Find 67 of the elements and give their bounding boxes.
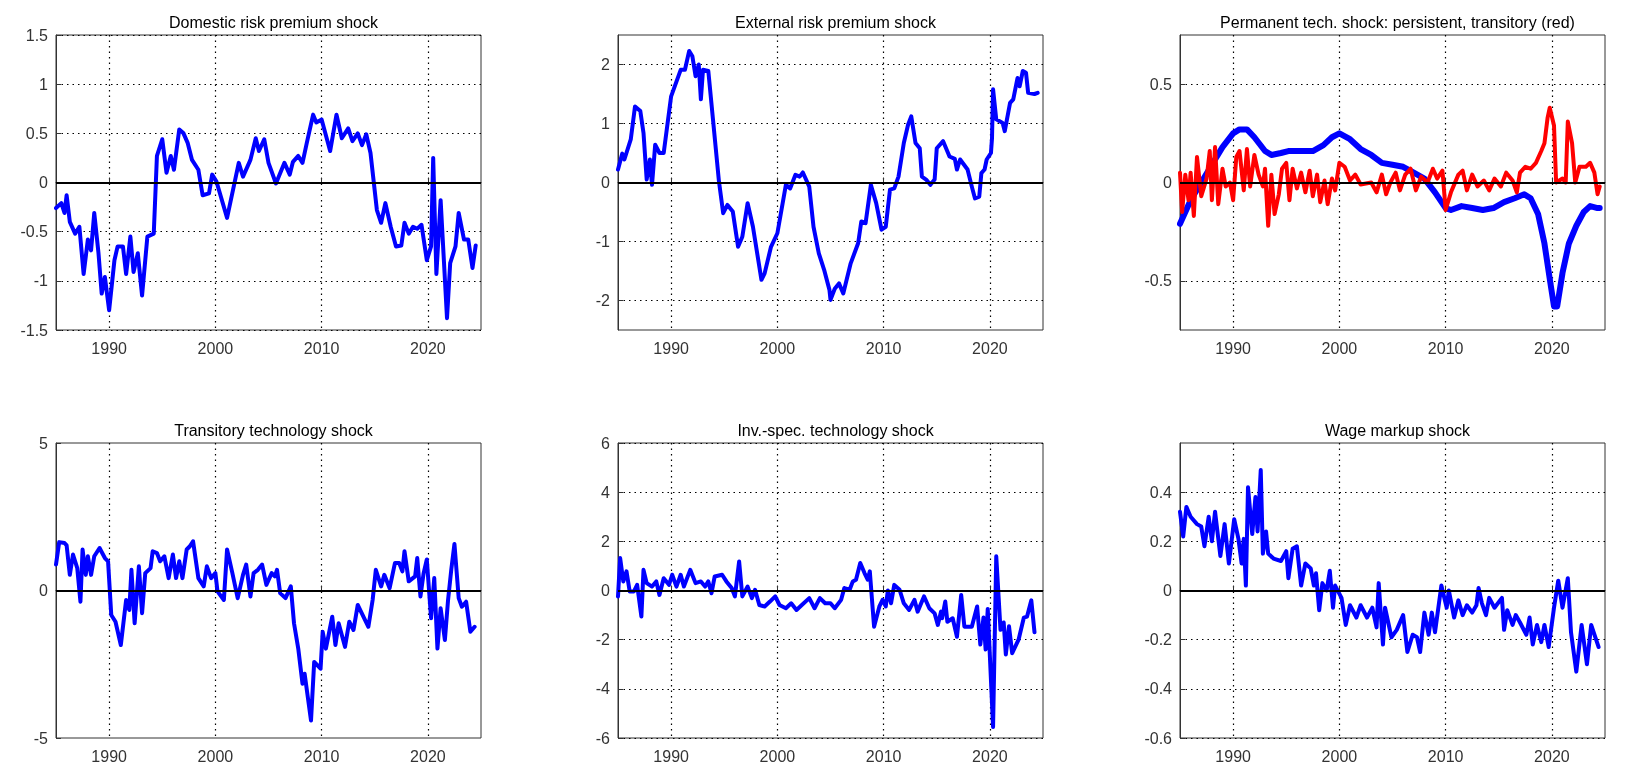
y-tick-label: 4 [601,483,611,501]
x-tick-label: 2000 [759,747,796,765]
x-tick-label: 2010 [865,747,902,765]
x-tick-label: 2020 [410,339,446,357]
line-series [54,539,477,723]
line-series [1178,468,1601,674]
y-tick-label: 0.5 [1149,75,1173,93]
x-tick-label: 2010 [865,339,902,357]
x-tick-label: 2010 [303,339,340,357]
y-tick-label: 0 [1163,582,1173,599]
y-tick-label: -0.5 [20,223,49,241]
y-tick-label: -4 [595,680,611,698]
y-tick-label: 2 [601,56,611,73]
x-tick-label: 2000 [197,339,234,357]
x-tick-label: 2020 [972,747,1008,765]
y-tick-label: 1.5 [25,26,49,44]
y-tick-label: -0.4 [1144,680,1173,698]
x-tick-label: 2000 [1321,339,1358,357]
y-tick-label: -1 [33,272,49,290]
line-series [616,554,1037,729]
line-series [616,48,1040,302]
chart-title: Inv.-spec. technology shock [737,421,935,439]
y-tick-label: -1.5 [20,321,49,339]
x-tick-label: 1990 [1215,747,1252,765]
x-tick-label: 1990 [91,747,128,765]
x-tick-label: 2020 [1534,339,1570,357]
line-series [1178,105,1602,228]
y-tick-label: -6 [595,729,611,747]
y-tick-label: -5 [33,729,49,747]
x-tick-label: 2020 [410,747,446,765]
x-tick-label: 2010 [1427,339,1464,357]
x-tick-label: 2020 [972,339,1008,357]
chart-title: Transitory technology shock [174,421,374,439]
y-tick-label: -1 [595,233,611,250]
y-tick-label: 1 [39,75,49,93]
y-tick-label: -0.5 [1144,272,1173,290]
x-tick-label: 2010 [303,747,340,765]
x-tick-label: 1990 [1215,339,1252,357]
x-tick-label: 2020 [1534,747,1570,765]
line-series [54,112,478,321]
y-tick-label: 0 [39,582,49,599]
chart-title: Permanent tech. shock: persistent, transitory (red) [1220,13,1575,31]
chart-title: Wage markup shock [1324,421,1472,439]
y-tick-label: -2 [595,631,611,649]
y-tick-label: 0 [601,174,611,191]
y-tick-label: 1 [601,115,611,132]
x-tick-label: 2010 [1427,747,1464,765]
x-tick-label: 1990 [653,339,690,357]
y-tick-label: 0.5 [25,124,49,142]
y-tick-label: 0.4 [1149,483,1173,501]
x-tick-label: 2000 [197,747,234,765]
chart-title: External risk premium shock [735,13,937,31]
y-tick-label: 0.2 [1149,532,1173,550]
y-tick-label: 6 [601,434,611,452]
x-tick-label: 2000 [759,339,796,357]
x-tick-label: 1990 [91,339,128,357]
y-tick-label: 0 [601,582,611,599]
x-tick-label: 1990 [653,747,690,765]
y-tick-label: 0 [1163,174,1173,191]
y-tick-label: -0.2 [1144,631,1173,649]
x-tick-label: 2000 [1321,747,1358,765]
y-tick-label: 5 [39,434,49,452]
chart-title: Domestic risk premium shock [169,13,379,31]
y-tick-label: -0.6 [1144,729,1173,747]
y-tick-label: 0 [39,174,49,191]
y-tick-label: 2 [601,532,611,550]
y-tick-label: -2 [595,292,611,309]
